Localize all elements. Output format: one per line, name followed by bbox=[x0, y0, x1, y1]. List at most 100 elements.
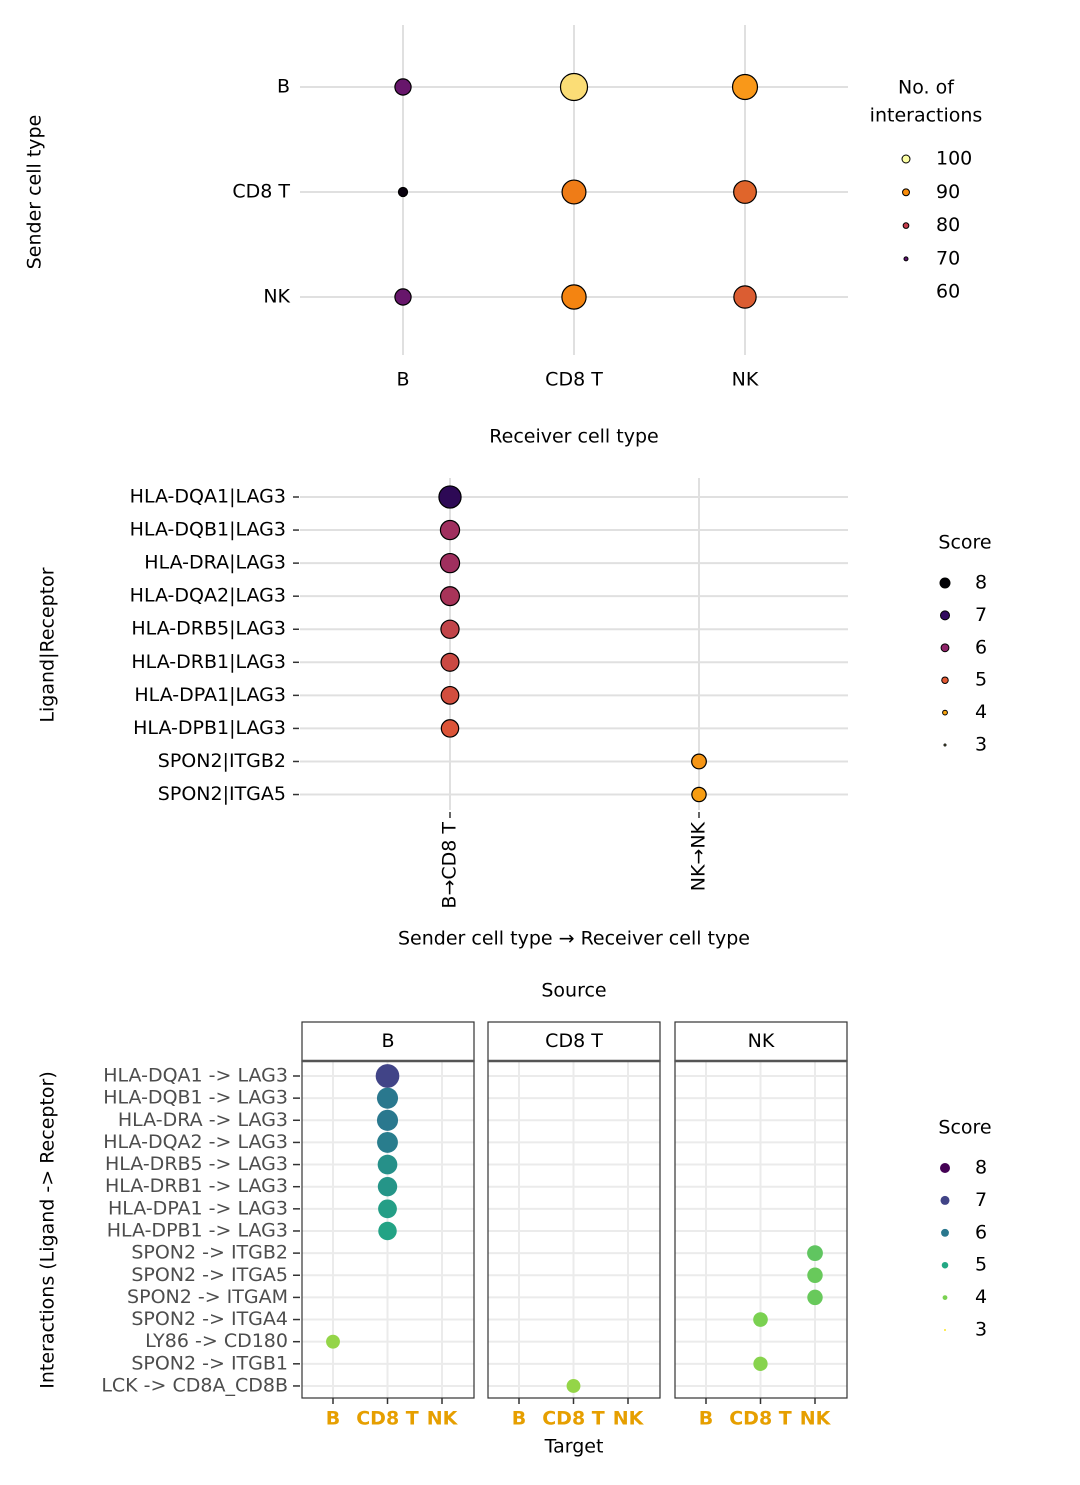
legend-key bbox=[902, 188, 910, 197]
legend-key bbox=[944, 1329, 946, 1331]
y-tick-label: SPON2 -> ITGAM bbox=[127, 1286, 288, 1308]
x-tick-label: CD8 T bbox=[545, 369, 603, 391]
dot bbox=[377, 1176, 398, 1197]
legend-title: No. of bbox=[898, 77, 955, 99]
y-tick-label: SPON2 -> ITGB2 bbox=[131, 1242, 288, 1264]
legend-label: 7 bbox=[975, 604, 987, 626]
dot bbox=[378, 1221, 397, 1241]
x-axis-title: Receiver cell type bbox=[489, 426, 658, 448]
legend-label: 90 bbox=[936, 181, 960, 203]
y-tick-label: SPON2|ITGA5 bbox=[158, 783, 286, 805]
x-tick-label: NK bbox=[613, 1408, 645, 1430]
y-tick-label: HLA-DPB1|LAG3 bbox=[133, 717, 286, 739]
y-tick-label: NK bbox=[263, 286, 290, 308]
dot bbox=[375, 1064, 400, 1088]
y-axis-title: Sender cell type bbox=[24, 115, 46, 270]
dot bbox=[561, 179, 587, 205]
dot bbox=[439, 552, 461, 574]
y-tick-label: HLA-DQA2 -> LAG3 bbox=[103, 1131, 288, 1153]
x-tick-label: B bbox=[326, 1408, 340, 1430]
legend-label: 7 bbox=[975, 1189, 987, 1211]
y-tick-label: SPON2 -> ITGA4 bbox=[131, 1308, 288, 1330]
legend-label: 8 bbox=[975, 1157, 987, 1179]
x-axis-title: Target bbox=[544, 1436, 604, 1458]
dot bbox=[807, 1267, 823, 1283]
x-tick-label: B→CD8 T bbox=[439, 822, 461, 909]
dot bbox=[377, 1154, 398, 1175]
legend-key bbox=[940, 1163, 950, 1173]
y-tick-label: B bbox=[277, 76, 290, 98]
y-axis-title: Interactions (Ligand -> Receptor) bbox=[37, 1071, 59, 1389]
legend-label: 100 bbox=[936, 148, 972, 170]
legend-label: 3 bbox=[975, 1319, 987, 1341]
legend-key bbox=[939, 577, 951, 589]
x-tick-label: CD8 T bbox=[542, 1408, 605, 1430]
legend-key bbox=[941, 676, 949, 684]
dot bbox=[807, 1289, 823, 1306]
dot bbox=[691, 753, 707, 770]
y-tick-label: CD8 T bbox=[232, 181, 290, 203]
y-tick-label: HLA-DRB5|LAG3 bbox=[131, 618, 286, 640]
chart-title: Source bbox=[541, 980, 606, 1002]
legend-title: interactions bbox=[870, 105, 983, 127]
legend-key bbox=[942, 709, 948, 716]
facet-strip bbox=[674, 1021, 848, 1062]
dot bbox=[440, 685, 460, 705]
dot bbox=[378, 1199, 397, 1219]
dot bbox=[733, 285, 757, 309]
dot bbox=[439, 519, 461, 541]
legend-label: 6 bbox=[975, 636, 987, 658]
dot bbox=[326, 1334, 340, 1349]
dot bbox=[733, 180, 757, 204]
legend-label: 8 bbox=[975, 572, 987, 594]
facet-label: CD8 T bbox=[545, 1030, 603, 1052]
y-tick-label: HLA-DPA1 -> LAG3 bbox=[108, 1197, 288, 1219]
legend-label: 70 bbox=[936, 247, 960, 269]
facet-strip bbox=[487, 1021, 661, 1062]
legend-key bbox=[940, 610, 950, 621]
y-tick-label: HLA-DQA1 -> LAG3 bbox=[103, 1065, 288, 1087]
dot bbox=[440, 619, 460, 639]
y-tick-label: HLA-DPB1 -> LAG3 bbox=[107, 1219, 288, 1241]
x-tick-label: NK bbox=[800, 1408, 832, 1430]
y-tick-label: HLA-DRB1|LAG3 bbox=[131, 651, 286, 673]
legend-label: 60 bbox=[936, 281, 960, 303]
y-tick-label: HLA-DQB1 -> LAG3 bbox=[103, 1087, 288, 1109]
legend-key bbox=[901, 154, 911, 164]
y-tick-label: HLA-DRB5 -> LAG3 bbox=[105, 1153, 288, 1175]
x-tick-label: NK bbox=[427, 1408, 459, 1430]
dot bbox=[377, 1132, 398, 1153]
x-axis-title: Sender cell type → Receiver cell type bbox=[398, 928, 750, 950]
x-tick-label: NK→NK bbox=[688, 821, 710, 891]
dot bbox=[807, 1245, 823, 1262]
legend-label: 5 bbox=[975, 669, 987, 691]
x-tick-label: CD8 T bbox=[729, 1408, 792, 1430]
x-tick-label: NK bbox=[732, 369, 759, 391]
facet-strip bbox=[301, 1021, 475, 1062]
y-tick-label: HLA-DRA -> LAG3 bbox=[118, 1109, 288, 1131]
y-tick-label: HLA-DRB1 -> LAG3 bbox=[105, 1175, 288, 1197]
dot bbox=[376, 1087, 399, 1109]
dot bbox=[376, 1109, 399, 1131]
legend-title: Score bbox=[938, 1117, 991, 1139]
x-tick-label: B bbox=[396, 369, 409, 391]
y-tick-label: LCK -> CD8A_CD8B bbox=[101, 1374, 288, 1396]
dot bbox=[731, 73, 759, 101]
legend-label: 5 bbox=[975, 1254, 987, 1276]
facet-label: NK bbox=[748, 1030, 775, 1052]
legend-key bbox=[940, 1195, 950, 1205]
dot bbox=[559, 72, 589, 102]
legend-key bbox=[902, 222, 910, 229]
dot bbox=[561, 284, 587, 310]
dot bbox=[440, 652, 460, 672]
y-tick-label: HLA-DQB1|LAG3 bbox=[130, 519, 286, 541]
x-tick-label: CD8 T bbox=[356, 1408, 419, 1430]
dot bbox=[753, 1356, 768, 1371]
legend-label: 6 bbox=[975, 1221, 987, 1243]
y-tick-label: SPON2 -> ITGB1 bbox=[131, 1352, 288, 1374]
x-tick-label: B bbox=[699, 1408, 713, 1430]
dot bbox=[397, 186, 409, 198]
facet-label: B bbox=[381, 1030, 394, 1052]
